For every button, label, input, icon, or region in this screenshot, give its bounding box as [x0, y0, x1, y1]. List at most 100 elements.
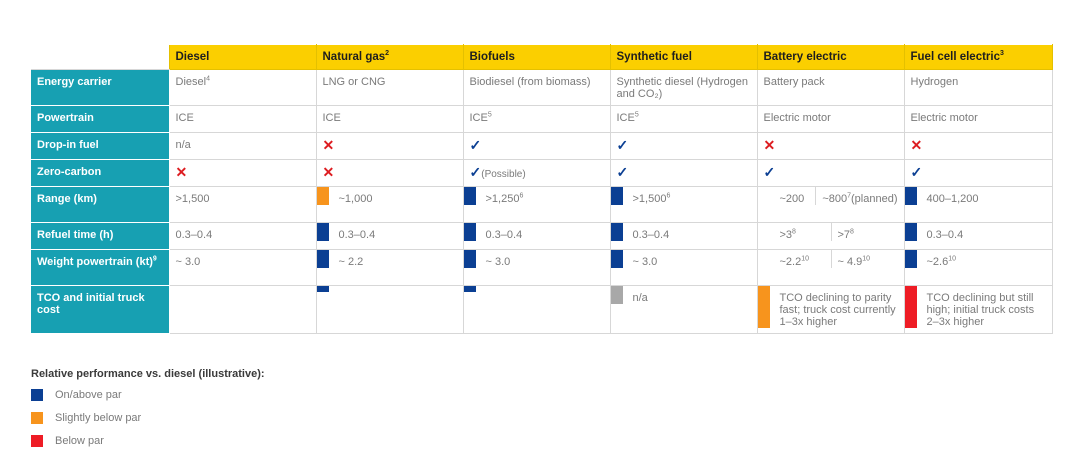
cell-zero-carbon-natural-gas: ✕ — [315, 159, 464, 187]
cell-range-fuel-cell: 400–1,200 — [903, 186, 1053, 223]
cell-tco-battery-electric: TCO declining to parity fast; truck cost… — [756, 285, 905, 334]
row-range: Range (km) >1,500 ~1,000 >1,2506 >1,5006… — [31, 186, 1053, 223]
rating-bar — [904, 250, 917, 268]
check-icon: ✓ — [763, 164, 776, 180]
cell-refuel-synthetic-fuel: 0.3–0.4 — [609, 222, 758, 250]
check-icon: ✓ — [616, 137, 629, 153]
cell-tco-fuel-cell: TCO declining but still high; initial tr… — [903, 285, 1053, 334]
cell-range-biofuels: >1,2506 — [462, 186, 611, 223]
cell-powertrain-fuel-cell: Electric motor — [903, 105, 1053, 133]
cross-icon: ✕ — [910, 137, 923, 153]
cell-powertrain-synthetic-fuel: ICE5 — [609, 105, 758, 133]
rating-bar — [757, 286, 770, 328]
cell-weight-diesel: ~ 3.0 — [168, 249, 317, 286]
row-refuel-time: Refuel time (h) 0.3–0.4 0.3–0.4 0.3–0.4 … — [31, 222, 1053, 250]
cell-drop-in-diesel: n/a — [168, 132, 317, 160]
rating-bar — [316, 187, 329, 205]
cell-energy-carrier-diesel: Diesel4 — [168, 69, 317, 106]
cross-icon: ✕ — [175, 164, 188, 180]
cell-tco-biofuels — [462, 285, 611, 334]
cell-weight-synthetic-fuel: ~ 3.0 — [609, 249, 758, 286]
cell-range-diesel: >1,500 — [168, 186, 317, 223]
row-header-energy-carrier: Energy carrier — [31, 69, 170, 106]
row-header-zero-carbon: Zero-carbon — [31, 159, 170, 187]
row-weight-powertrain: Weight powertrain (kt)9 ~ 3.0 ~ 2.2 ~ 3.… — [31, 249, 1053, 286]
cell-drop-in-battery-electric: ✕ — [756, 132, 905, 160]
header-row: Diesel Natural gas2 Biofuels Synthetic f… — [31, 44, 1053, 70]
cross-icon: ✕ — [322, 137, 335, 153]
rating-bar — [463, 187, 476, 205]
rating-bar — [904, 187, 917, 205]
header-corner — [31, 44, 169, 70]
column-header-battery-electric: Battery electric — [756, 44, 905, 70]
row-header-weight-powertrain: Weight powertrain (kt)9 — [31, 249, 170, 286]
cell-drop-in-synthetic-fuel: ✓ — [609, 132, 758, 160]
cell-zero-carbon-diesel: ✕ — [168, 159, 317, 187]
cell-powertrain-battery-electric: Electric motor — [756, 105, 905, 133]
cell-tco-diesel — [168, 285, 317, 334]
row-header-tco: TCO and initial truck cost — [31, 285, 170, 334]
rating-bar — [904, 223, 917, 241]
cell-refuel-diesel: 0.3–0.4 — [168, 222, 317, 250]
cell-range-synthetic-fuel: >1,5006 — [609, 186, 758, 223]
rating-bar — [610, 223, 623, 241]
cell-drop-in-biofuels: ✓ — [462, 132, 611, 160]
check-icon: ✓ — [616, 164, 629, 180]
legend-swatch — [31, 389, 43, 401]
cell-weight-battery-electric: ~2.210 ~ 4.910 — [756, 249, 905, 286]
cell-energy-carrier-biofuels: Biodiesel (from biomass) — [462, 69, 611, 106]
column-header-fuel-cell-electric: Fuel cell electric3 — [903, 44, 1053, 70]
row-header-powertrain: Powertrain — [31, 105, 170, 133]
column-header-natural-gas: Natural gas2 — [315, 44, 464, 70]
row-powertrain: Powertrain ICE ICE ICE5 ICE5 Electric mo… — [31, 105, 1053, 133]
cross-icon: ✕ — [763, 137, 776, 153]
legend-title: Relative performance vs. diesel (illustr… — [31, 368, 265, 380]
fuel-comparison-table: Diesel Natural gas2 Biofuels Synthetic f… — [31, 44, 1053, 334]
cell-tco-natural-gas — [315, 285, 464, 334]
cell-refuel-biofuels: 0.3–0.4 — [462, 222, 611, 250]
rating-bar — [610, 250, 623, 268]
row-header-drop-in-fuel: Drop-in fuel — [31, 132, 170, 160]
legend: Relative performance vs. diesel (illustr… — [31, 368, 265, 458]
cell-energy-carrier-synthetic-fuel: Synthetic diesel (Hydrogen and CO₂) — [609, 69, 758, 106]
rating-bar — [610, 187, 623, 205]
cell-zero-carbon-battery-electric: ✓ — [756, 159, 905, 187]
cell-powertrain-biofuels: ICE5 — [462, 105, 611, 133]
rating-bar — [463, 223, 476, 241]
cell-weight-fuel-cell: ~2.610 — [903, 249, 1053, 286]
cell-powertrain-diesel: ICE — [168, 105, 317, 133]
rating-bar — [610, 286, 623, 304]
cell-drop-in-fuel-cell: ✕ — [903, 132, 1053, 160]
cell-powertrain-natural-gas: ICE — [315, 105, 464, 133]
cell-tco-synthetic-fuel: n/a — [609, 285, 758, 334]
rating-bar — [316, 286, 329, 292]
check-icon: ✓ — [469, 164, 482, 180]
column-header-biofuels: Biofuels — [462, 44, 611, 70]
row-tco: TCO and initial truck cost n/a TCO decli… — [31, 285, 1053, 334]
cell-weight-biofuels: ~ 3.0 — [462, 249, 611, 286]
cell-zero-carbon-biofuels: ✓(Possible) — [462, 159, 611, 187]
rating-bar — [316, 223, 329, 241]
legend-swatch — [31, 412, 43, 424]
row-header-range: Range (km) — [31, 186, 170, 223]
column-header-synthetic-fuel: Synthetic fuel — [609, 44, 758, 70]
legend-label: Slightly below par — [55, 412, 142, 424]
check-icon: ✓ — [910, 164, 923, 180]
cell-energy-carrier-fuel-cell: Hydrogen — [903, 69, 1053, 106]
cross-icon: ✕ — [322, 164, 335, 180]
legend-item-below-par: Below par — [31, 435, 265, 447]
legend-item-on-above-par: On/above par — [31, 389, 265, 401]
cell-energy-carrier-natural-gas: LNG or CNG — [315, 69, 464, 106]
cell-range-natural-gas: ~1,000 — [315, 186, 464, 223]
row-drop-in-fuel: Drop-in fuel n/a ✕ ✓ ✓ ✕ ✕ — [31, 132, 1053, 160]
legend-label: On/above par — [55, 389, 122, 401]
rating-bar — [904, 286, 917, 328]
legend-item-slightly-below-par: Slightly below par — [31, 412, 265, 424]
row-energy-carrier: Energy carrier Diesel4 LNG or CNG Biodie… — [31, 69, 1053, 106]
row-zero-carbon: Zero-carbon ✕ ✕ ✓(Possible) ✓ ✓ ✓ — [31, 159, 1053, 187]
rating-bar — [463, 286, 476, 292]
row-header-refuel-time: Refuel time (h) — [31, 222, 170, 250]
legend-swatch — [31, 435, 43, 447]
cell-range-battery-electric: ~200 ~8007(planned) — [756, 186, 905, 223]
check-icon: ✓ — [469, 137, 482, 153]
